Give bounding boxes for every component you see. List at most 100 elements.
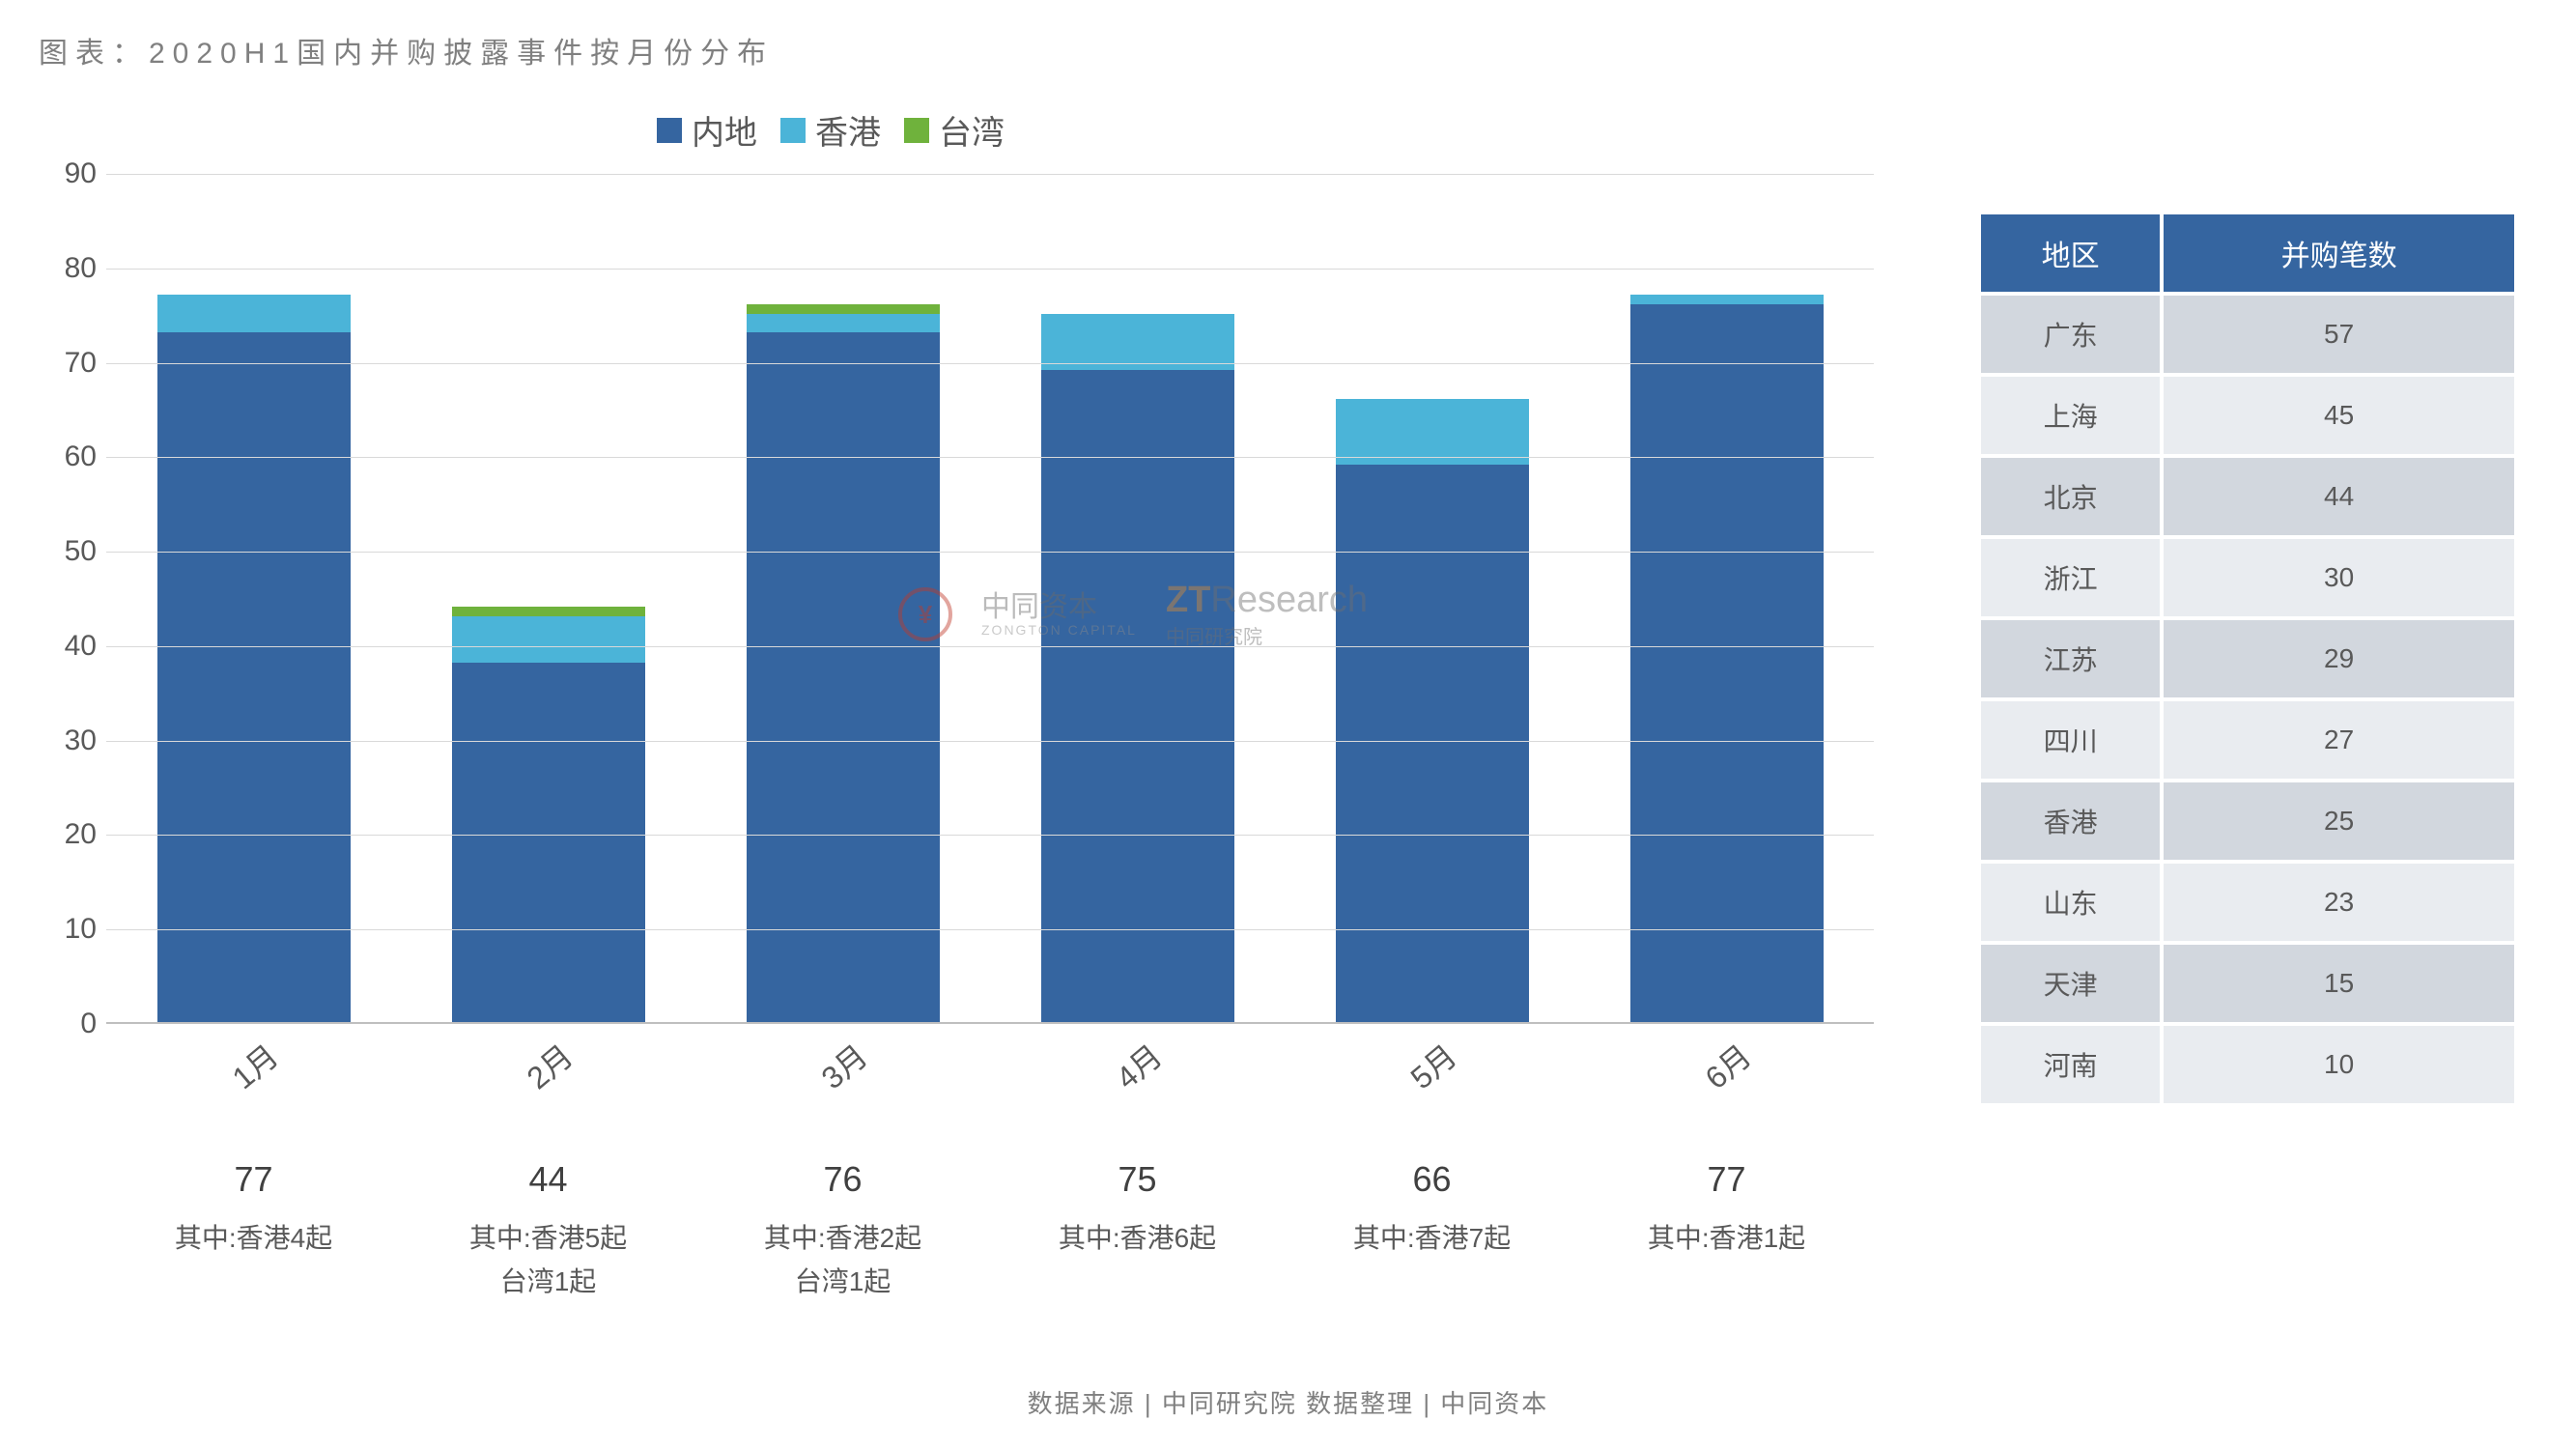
bar-total: 66 <box>1297 1159 1568 1200</box>
gridline <box>106 646 1874 647</box>
table-row: 山东23 <box>1979 862 2516 943</box>
legend-item: 香港 <box>780 106 881 154</box>
y-tick: 10 <box>65 913 97 946</box>
gridline <box>106 269 1874 270</box>
bar-segment-mainland <box>1336 465 1529 1022</box>
legend-label: 台湾 <box>939 106 1005 154</box>
table-cell: 河南 <box>1979 1024 2162 1105</box>
bar-segment-hongkong <box>1336 399 1529 465</box>
table-cell: 15 <box>2162 943 2516 1024</box>
legend-swatch <box>657 118 682 143</box>
gridline <box>106 457 1874 458</box>
bar-segment-hongkong <box>1630 295 1824 304</box>
bar-segment-hongkong <box>157 295 351 332</box>
table-row: 广东57 <box>1979 294 2516 375</box>
y-tick: 60 <box>65 440 97 473</box>
region-table: 地区并购笔数 广东57上海45北京44浙江30江苏29四川27香港25山东23天… <box>1977 211 2518 1107</box>
table-row: 香港25 <box>1979 781 2516 862</box>
y-axis: 0102030405060708090 <box>39 174 106 1024</box>
legend-item: 内地 <box>657 106 757 154</box>
table-cell: 10 <box>2162 1024 2516 1105</box>
bar-total: 76 <box>708 1159 978 1200</box>
table-cell: 上海 <box>1979 375 2162 456</box>
bar-segment-taiwan <box>747 304 940 314</box>
notes-row: 其中:香港4起其中:香港5起 台湾1起其中:香港2起 台湾1起其中:香港6起其中… <box>106 1217 1874 1304</box>
y-tick: 90 <box>65 157 97 190</box>
table-cell: 25 <box>2162 781 2516 862</box>
bar-chart: 0102030405060708090 <box>39 174 1874 1024</box>
y-tick: 80 <box>65 252 97 285</box>
table-row: 河南10 <box>1979 1024 2516 1105</box>
gridline <box>106 174 1874 175</box>
table-row: 四川27 <box>1979 699 2516 781</box>
table-row: 上海45 <box>1979 375 2516 456</box>
bars-container <box>106 174 1874 1022</box>
bar-segment-hongkong <box>1041 314 1234 371</box>
table-row: 北京44 <box>1979 456 2516 537</box>
table-cell: 27 <box>2162 699 2516 781</box>
table-cell: 江苏 <box>1979 618 2162 699</box>
gridline <box>106 929 1874 930</box>
bar-note: 其中:香港7起 <box>1297 1217 1568 1304</box>
bar-segment-mainland <box>747 332 940 1022</box>
bar-segment-taiwan <box>452 607 645 616</box>
table-header: 并购笔数 <box>2162 213 2516 294</box>
bar-segment-mainland <box>452 663 645 1022</box>
legend-swatch <box>904 118 929 143</box>
plot-area <box>106 174 1874 1024</box>
bar-note: 其中:香港2起 台湾1起 <box>708 1217 978 1304</box>
bar-note: 其中:香港5起 台湾1起 <box>413 1217 684 1304</box>
bar <box>1336 399 1529 1022</box>
bar-note: 其中:香港6起 <box>1003 1217 1273 1304</box>
table-cell: 23 <box>2162 862 2516 943</box>
table-row: 天津15 <box>1979 943 2516 1024</box>
bar-segment-mainland <box>157 332 351 1022</box>
legend-item: 台湾 <box>904 106 1005 154</box>
bar-note: 其中:香港4起 <box>119 1217 389 1304</box>
table-cell: 天津 <box>1979 943 2162 1024</box>
table-cell: 广东 <box>1979 294 2162 375</box>
bar-segment-hongkong <box>747 314 940 333</box>
table-cell: 45 <box>2162 375 2516 456</box>
y-tick: 70 <box>65 347 97 380</box>
legend-label: 香港 <box>815 106 881 154</box>
table-cell: 四川 <box>1979 699 2162 781</box>
bar-note: 其中:香港1起 <box>1592 1217 1862 1304</box>
totals-row: 77 44 76 75 66 77 <box>106 1159 1874 1200</box>
page-title: 图表：2020H1国内并购披露事件按月份分布 <box>39 29 774 71</box>
table-cell: 57 <box>2162 294 2516 375</box>
bar-total: 44 <box>413 1159 684 1200</box>
table-cell: 北京 <box>1979 456 2162 537</box>
y-tick: 40 <box>65 630 97 663</box>
table-cell: 30 <box>2162 537 2516 618</box>
bar-total: 77 <box>119 1159 389 1200</box>
source-text: 数据来源 | 中同研究院 数据整理 | 中同资本 <box>0 1384 2576 1420</box>
y-tick: 50 <box>65 535 97 568</box>
gridline <box>106 363 1874 364</box>
table-cell: 44 <box>2162 456 2516 537</box>
gridline <box>106 552 1874 553</box>
table-cell: 香港 <box>1979 781 2162 862</box>
y-tick: 30 <box>65 724 97 757</box>
y-tick: 20 <box>65 818 97 851</box>
x-axis-labels: 1月2月3月4月5月6月 <box>106 1043 1874 1088</box>
bar-segment-mainland <box>1041 370 1234 1022</box>
bar <box>1630 295 1824 1022</box>
table-cell: 浙江 <box>1979 537 2162 618</box>
bar <box>1041 314 1234 1022</box>
chart-legend: 内地 香港 台湾 <box>657 106 1005 154</box>
y-tick: 0 <box>80 1008 97 1040</box>
gridline <box>106 835 1874 836</box>
legend-swatch <box>780 118 806 143</box>
bar-segment-hongkong <box>452 616 645 664</box>
legend-label: 内地 <box>692 106 757 154</box>
table-row: 江苏29 <box>1979 618 2516 699</box>
table-row: 浙江30 <box>1979 537 2516 618</box>
bar-segment-mainland <box>1630 304 1824 1022</box>
table-cell: 29 <box>2162 618 2516 699</box>
table-cell: 山东 <box>1979 862 2162 943</box>
bar-total: 77 <box>1592 1159 1862 1200</box>
bar <box>747 304 940 1022</box>
bar-total: 75 <box>1003 1159 1273 1200</box>
bar <box>452 607 645 1022</box>
